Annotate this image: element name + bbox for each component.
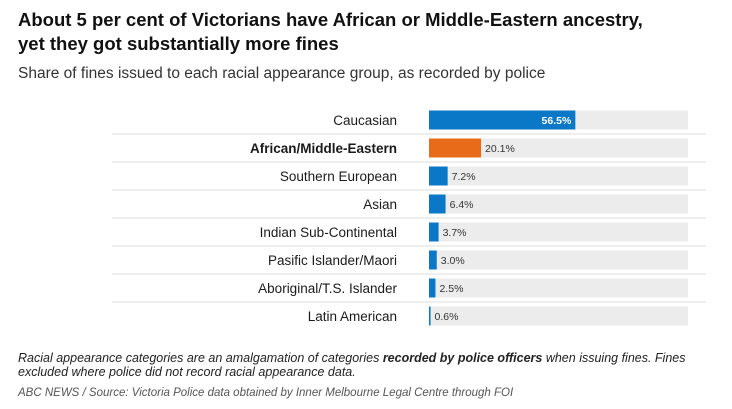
category-label-asian: Asian bbox=[363, 197, 397, 212]
source-credit: ABC NEWS / Source: Victoria Police data … bbox=[18, 387, 514, 399]
bar-track-latin-american bbox=[429, 306, 688, 326]
bar-asian bbox=[429, 194, 446, 214]
value-label-pasific-islander-maori: 3.0% bbox=[441, 255, 465, 267]
value-label-aboriginal-t-s-islander: 2.5% bbox=[439, 283, 463, 295]
category-label-pasific-islander-maori: Pasific Islander/Maori bbox=[268, 253, 397, 268]
category-label-indian-sub-continental: Indian Sub-Continental bbox=[260, 225, 397, 240]
bar-track-pasific-islander-maori bbox=[429, 250, 688, 270]
footnote-bold-text: recorded by police officers bbox=[382, 351, 543, 365]
bar-track-indian-sub-continental bbox=[429, 222, 688, 242]
category-label-latin-american: Latin American bbox=[308, 309, 397, 324]
value-label-african-middle-eastern: 20.1% bbox=[485, 143, 515, 155]
bar-chart: Caucasian 56.5% African/Middle-Eastern 20.1… bbox=[112, 110, 706, 326]
category-label-southern-european: Southern European bbox=[280, 169, 397, 184]
bar-african-middle-eastern bbox=[429, 138, 482, 158]
category-label-african-middle-eastern: African/Middle-Eastern bbox=[250, 141, 397, 156]
value-label-asian: 6.4% bbox=[450, 199, 474, 211]
footnote-text-1: Racial appearance categories are an amal… bbox=[18, 351, 383, 365]
value-label-southern-european: 7.2% bbox=[452, 171, 476, 183]
value-label-caucasian: 56.5% bbox=[542, 115, 572, 127]
bar-indian-sub-continental bbox=[429, 222, 439, 242]
chart-title-line-2: yet they got substantially more fines bbox=[18, 33, 339, 54]
bar-latin-american bbox=[429, 306, 431, 326]
value-label-latin-american: 0.6% bbox=[435, 311, 459, 323]
category-label-caucasian: Caucasian bbox=[333, 113, 397, 128]
bar-southern-european bbox=[429, 166, 448, 186]
chart-subtitle: Share of fines issued to each racial app… bbox=[18, 65, 546, 82]
bar-aboriginal-t-s-islander bbox=[429, 278, 436, 298]
bar-caucasian bbox=[429, 110, 576, 130]
bar-track-asian bbox=[429, 194, 688, 214]
bar-track-african-middle-eastern bbox=[429, 138, 688, 158]
chart-title: About 5 per cent of Victorians have Afri… bbox=[18, 8, 718, 56]
value-label-indian-sub-continental: 3.7% bbox=[443, 227, 467, 239]
chart-title-line-1: About 5 per cent of Victorians have Afri… bbox=[18, 9, 643, 30]
bar-track-southern-european bbox=[429, 166, 688, 186]
bar-track-aboriginal-t-s-islander bbox=[429, 278, 688, 298]
footnote: Racial appearance categories are an amal… bbox=[18, 351, 718, 379]
footnote-text-2: when issuing fines. Fines excluded where… bbox=[18, 351, 686, 379]
bar-pasific-islander-maori bbox=[429, 250, 437, 270]
category-label-aboriginal-t-s-islander: Aboriginal/T.S. Islander bbox=[258, 281, 397, 296]
